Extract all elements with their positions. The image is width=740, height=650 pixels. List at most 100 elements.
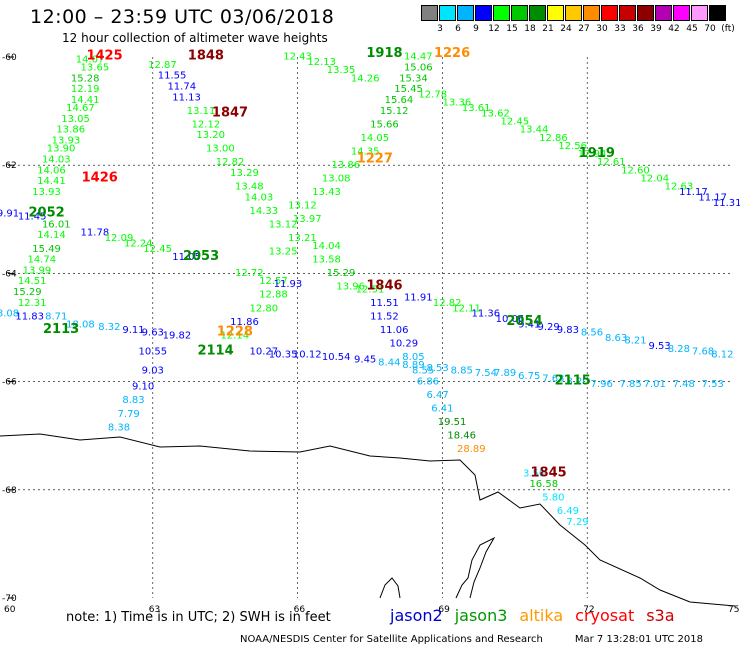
wave-height-value: 9.29 [537, 322, 559, 333]
wave-height-value: 12.43 [283, 52, 312, 63]
colorbar-swatch [601, 5, 618, 21]
wave-height-value: 14.03 [245, 192, 274, 203]
wave-height-value: 13.29 [230, 168, 259, 179]
wave-height-value: 15.12 [380, 106, 409, 117]
wave-height-value: 13.35 [327, 65, 356, 76]
wave-height-value: 13.62 [481, 109, 510, 120]
colorbar-swatch [673, 5, 690, 21]
wave-height-value: 8.63 [605, 333, 627, 344]
pass-time-label: 1847 [212, 106, 248, 121]
wave-height-value: 14.41 [37, 176, 66, 187]
wave-height-value: 12.63 [665, 182, 694, 193]
pass-time-label: 1425 [86, 49, 122, 64]
colorbar-swatch [421, 5, 438, 21]
wave-height-value: 8.12 [711, 349, 733, 360]
pass-time-label: 1919 [579, 146, 615, 161]
wave-height-value: 13.93 [32, 187, 61, 198]
lat-tick-label: -64 [2, 269, 17, 279]
lat-tick-label: -66 [2, 378, 17, 388]
wave-height-value: 11.17 [698, 192, 727, 203]
wave-height-value: 28.89 [457, 444, 486, 455]
wave-height-value: 11.91 [404, 292, 433, 303]
pass-time-label: 2053 [183, 249, 219, 264]
legend-s3a: s3a [646, 606, 675, 625]
wave-height-value: 12.61 [597, 157, 626, 168]
wave-height-value: 9.91 [0, 209, 19, 220]
wave-height-value: 14.06 [37, 165, 66, 176]
wave-height-value: 10.55 [138, 347, 167, 358]
wave-height-value: 18.46 [447, 430, 476, 441]
pass-time-label: 1848 [188, 49, 224, 64]
wave-height-value: 3.50 [523, 468, 545, 479]
wave-height-value: 13.21 [288, 233, 317, 244]
colorbar-label: 18 [524, 24, 536, 34]
colorbar-swatch [691, 5, 708, 21]
lat-tick-label: -68 [2, 486, 17, 496]
lon-tick-label: 63 [149, 605, 160, 615]
wave-height-value: 14.14 [37, 230, 66, 241]
wave-height-value: 14.33 [249, 206, 278, 217]
wave-height-value: 13.61 [462, 103, 491, 114]
pass-time-label: 2114 [197, 344, 233, 359]
timestamp: Mar 7 13:28:01 UTC 2018 [574, 634, 703, 645]
wave-height-value: 9.11 [122, 325, 144, 336]
wave-height-value: 12.88 [259, 290, 288, 301]
wave-height-value: 14.05 [361, 133, 390, 144]
wave-height-value: 7.53 [702, 379, 724, 390]
wave-height-value: 11.93 [274, 279, 303, 290]
wave-height-value: 13.58 [312, 255, 341, 266]
wave-height-value: 7.89 [494, 368, 516, 379]
wave-height-value: 5.80 [542, 493, 564, 504]
wave-height-value: 10.29 [389, 338, 418, 349]
wave-height-value: 8.28 [668, 344, 690, 355]
wave-height-value: 11.06 [380, 325, 409, 336]
page-title: 12:00 – 23:59 UTC 03/06/2018 [30, 6, 335, 28]
wave-height-value: 12.12 [192, 119, 221, 130]
coastline-island [379, 577, 401, 599]
colorbar-label: 6 [455, 24, 461, 34]
wave-height-value: 12.24 [124, 238, 153, 249]
footer-note: note: 1) Time is in UTC; 2) SWH is in fe… [66, 610, 331, 625]
wave-height-value: 13.12 [288, 200, 317, 211]
wave-height-value: 8.56 [581, 328, 603, 339]
wave-height-value: 13.08 [322, 173, 351, 184]
wave-height-value: 13.99 [23, 265, 52, 276]
colorbar-label: (ft) [721, 24, 735, 34]
data-points: 14.0713.6515.2812.1914.4114.6713.0513.86… [0, 52, 740, 528]
wave-height-value: 12.86 [539, 133, 568, 144]
wave-height-value: 11.86 [230, 317, 259, 328]
pass-time-label: 2113 [43, 322, 79, 337]
wave-height-value: 8.53 [426, 363, 448, 374]
wave-height-value: 19.51 [438, 417, 467, 428]
wave-height-value: 13.48 [235, 182, 264, 193]
colorbar-swatch [529, 5, 546, 21]
wave-height-value: 19.82 [163, 330, 192, 341]
wave-height-value: 12.72 [235, 268, 264, 279]
wave-height-value: 8.44 [378, 357, 400, 368]
grid-lines [8, 57, 732, 598]
credits: NOAA/NESDIS Center for Satellite Applica… [240, 634, 703, 645]
wave-height-value: 13.90 [47, 144, 76, 155]
wave-height-value: 12.80 [249, 303, 278, 314]
wave-height-value: 12.13 [307, 57, 336, 68]
wave-height-value: 14.35 [351, 146, 380, 157]
wave-height-value: 12.56 [558, 141, 587, 152]
colorbar-label: 33 [614, 24, 626, 34]
lon-tick-label: 75 [728, 605, 739, 615]
wave-height-value: 12.78 [418, 90, 447, 101]
wave-height-value: 7.68 [692, 347, 714, 358]
wave-height-value: 13.11 [187, 106, 216, 117]
pass-time-label: 2054 [506, 314, 542, 329]
wave-height-value: 13.44 [520, 125, 549, 136]
wave-height-value: 9.83 [557, 325, 579, 336]
wave-height-value: 7.96 [591, 379, 613, 390]
colorbar-label: 36 [632, 24, 644, 34]
colorbar-swatch [547, 5, 564, 21]
coastline-path [0, 433, 736, 607]
wave-height-value: 8.05 [402, 352, 424, 363]
wave-height-value: 7.48 [673, 379, 695, 390]
colorbar-swatch [655, 5, 672, 21]
wave-height-value: 12.82 [216, 157, 245, 168]
wave-height-value: 8.08 [0, 309, 19, 320]
